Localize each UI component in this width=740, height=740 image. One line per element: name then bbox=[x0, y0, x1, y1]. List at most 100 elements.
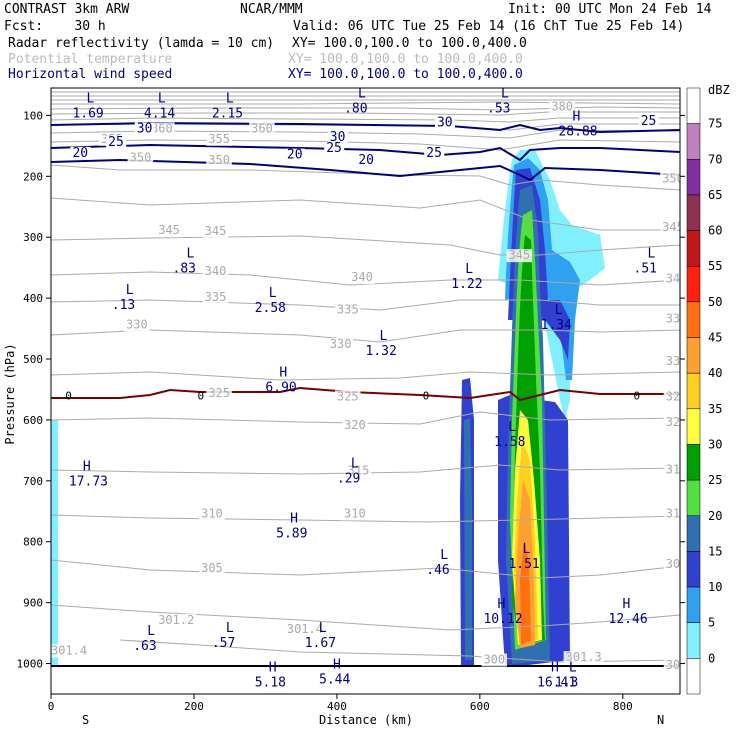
theta-label-bg bbox=[563, 651, 604, 665]
extremum-value: 5.89 bbox=[276, 527, 307, 542]
theta-label-bg bbox=[663, 355, 680, 369]
low-marker: L bbox=[648, 247, 656, 262]
low-marker: L bbox=[226, 621, 234, 636]
y-tick-label: 600 bbox=[23, 414, 43, 427]
y-tick-label: 500 bbox=[23, 353, 43, 366]
theta-label-bg bbox=[156, 224, 182, 238]
theta-contour bbox=[51, 464, 680, 475]
theta-contour bbox=[51, 329, 680, 343]
theta-label-bg bbox=[127, 151, 154, 165]
theta-label-bg bbox=[481, 653, 508, 667]
theta-contour bbox=[51, 604, 680, 631]
extremum-value: 16.41 bbox=[537, 676, 576, 691]
theta-label: 315 bbox=[348, 464, 370, 478]
field-name-wind: Horizontal wind speed bbox=[8, 67, 172, 82]
theta-label-bg bbox=[156, 613, 197, 627]
extremum-value: 1.32 bbox=[366, 344, 397, 359]
wind-speed-label: 30 bbox=[330, 130, 346, 145]
wind-speed-label: 30 bbox=[137, 121, 153, 136]
wind-speed-label: 20 bbox=[72, 146, 88, 161]
theta-label-bg bbox=[342, 419, 368, 433]
wind-label-bg bbox=[324, 141, 345, 155]
theta-label-bg bbox=[345, 464, 372, 478]
low-marker: L bbox=[465, 262, 473, 277]
y-tick-label: 900 bbox=[23, 597, 43, 610]
theta-label: 350 bbox=[662, 171, 684, 185]
theta-label: 301.4 bbox=[51, 643, 87, 657]
extremum-value: 1.67 bbox=[305, 636, 336, 651]
wind-speed-label: 30 bbox=[437, 115, 453, 130]
theta-label: 325 bbox=[208, 386, 230, 400]
wind-speed-label: 25 bbox=[641, 114, 657, 129]
theta-label-bg bbox=[202, 224, 229, 238]
theta-label: 310 bbox=[344, 506, 366, 520]
theta-label-bg bbox=[149, 122, 175, 136]
colorbar-swatch bbox=[686, 265, 701, 303]
theta-label-bg bbox=[249, 122, 275, 136]
y-axis-label: Pressure (hPa) bbox=[3, 343, 17, 444]
colorbar-swatch bbox=[686, 159, 701, 196]
wind-label-bg bbox=[134, 122, 155, 136]
theta-label: 301.3 bbox=[566, 650, 602, 664]
high-marker: H bbox=[269, 661, 277, 676]
theta-label: 350 bbox=[130, 151, 152, 165]
theta-contour bbox=[51, 139, 680, 151]
high-marker: H bbox=[279, 365, 287, 380]
theta-label: 305 bbox=[666, 557, 688, 571]
theta-label-bg bbox=[663, 659, 680, 673]
low-marker: L bbox=[508, 420, 516, 435]
forecast-hour: Fcst: 30 h bbox=[4, 19, 106, 34]
wind-label-bg bbox=[434, 116, 455, 130]
extremum-value: 6.90 bbox=[265, 380, 296, 395]
low-marker: L bbox=[351, 457, 359, 472]
x-axis: 0 200 400 600 800 bbox=[48, 694, 633, 713]
theta-label-bg bbox=[342, 507, 368, 521]
y-tick-label: 800 bbox=[23, 536, 43, 549]
theta-label-bg bbox=[663, 416, 680, 430]
reflectivity-west-cell-inner bbox=[464, 418, 472, 660]
org-label: NCAR/MMM bbox=[240, 2, 303, 17]
extremum-value: 2.15 bbox=[212, 106, 243, 121]
low-marker: L bbox=[269, 286, 277, 301]
x-tick-label: 600 bbox=[470, 700, 490, 713]
freezing-level-label: 0 bbox=[634, 390, 641, 403]
theta-label: 340 bbox=[205, 264, 227, 278]
low-marker: L bbox=[358, 86, 366, 101]
theta-label-bg bbox=[206, 132, 232, 146]
high-marker: H bbox=[623, 597, 631, 612]
colorbar-swatch bbox=[686, 408, 701, 445]
theta-label: 355 bbox=[208, 132, 230, 146]
low-marker: L bbox=[187, 247, 195, 262]
theta-label-bg bbox=[51, 644, 89, 658]
colorbar-swatch bbox=[686, 123, 701, 160]
theta-label: 320 bbox=[344, 418, 366, 432]
colorbar-swatch bbox=[686, 301, 701, 338]
theta-label-bg bbox=[663, 557, 680, 571]
theta-label: 340 bbox=[351, 270, 373, 284]
theta-label-bg bbox=[206, 154, 232, 168]
plot-frame bbox=[50, 87, 681, 695]
endpoint-right: N bbox=[657, 713, 664, 727]
y-tick-label: 1000 bbox=[17, 658, 44, 671]
colorbar-level: 35 bbox=[708, 402, 722, 416]
x-axis-label: Distance (km) bbox=[319, 713, 413, 727]
theta-label: 325 bbox=[337, 389, 359, 403]
theta-label: 315 bbox=[666, 463, 688, 477]
low-marker: L bbox=[126, 283, 134, 298]
extrema-label-group: L1.69L4.14L2.15L.80L.53H28.88L.83L.13L2.… bbox=[69, 86, 657, 691]
extremum-value: 1.22 bbox=[451, 277, 482, 292]
low-marker: L bbox=[319, 621, 327, 636]
theta-contour bbox=[51, 559, 680, 579]
colorbar-level: 25 bbox=[708, 473, 722, 487]
wind-speed-label: 25 bbox=[108, 135, 124, 150]
colorbar-level: 5 bbox=[708, 616, 715, 630]
reflectivity-dark-orange-region bbox=[520, 540, 531, 645]
low-marker: L bbox=[226, 91, 234, 106]
theta-label: 330 bbox=[330, 337, 352, 351]
extremum-value: .53 bbox=[487, 101, 510, 116]
high-marker: H bbox=[333, 658, 341, 673]
colorbar-level: 30 bbox=[708, 437, 722, 451]
extremum-value: .51 bbox=[634, 262, 657, 277]
low-marker: L bbox=[501, 86, 509, 101]
